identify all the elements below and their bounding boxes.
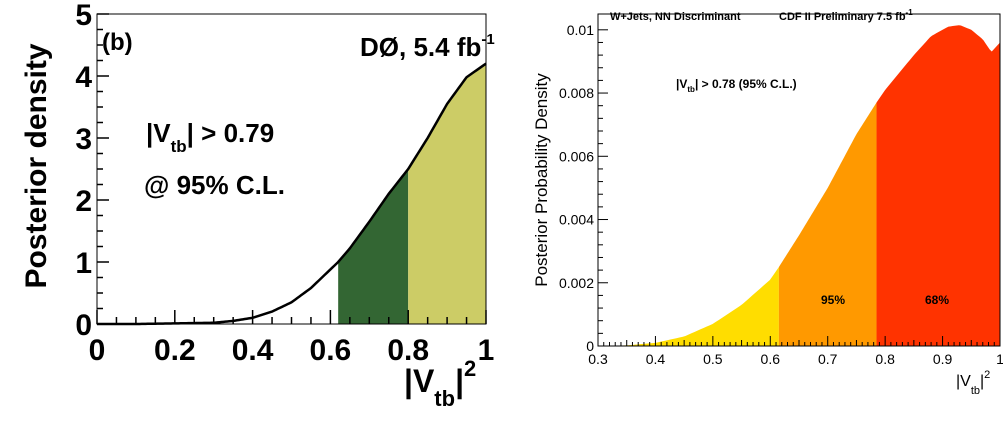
right-x-tick-label: 0.6: [761, 351, 781, 367]
right-band-1: [778, 102, 877, 346]
left-x-tick-label: 0.2: [154, 334, 196, 367]
left-credible-bands: [338, 63, 486, 324]
right-band-2: [876, 25, 1000, 346]
band-label-68: 68%: [925, 293, 949, 307]
band-label-95: 95%: [821, 293, 845, 307]
right-credible-bands: [598, 25, 1000, 346]
left-y-tick-labels: 0 1 2 3 4 5: [75, 0, 92, 342]
right-limit-label: |Vtb| > 0.78 (95% C.L.): [676, 77, 797, 94]
right-x-tick-label: 0.7: [818, 351, 838, 367]
right-x-tick-labels: 0.3 0.4 0.5 0.6 0.7 0.8 0.9 1: [588, 351, 1003, 367]
right-x-tick-label: 0.5: [703, 351, 723, 367]
left-y-tick-label: 3: [75, 123, 92, 156]
left-x-axis-label: |Vtb|2: [404, 356, 476, 411]
left-x-tick-label: 0.8: [387, 334, 429, 367]
right-title-left: W+Jets, NN Discriminant: [610, 11, 741, 23]
left-x-tick-label: 1: [478, 334, 495, 367]
left-y-axis-label: Posterior density: [20, 43, 53, 288]
left-y-tick-label: 0: [75, 309, 92, 342]
left-limit-line1: |Vtb| > 0.79: [146, 118, 274, 156]
right-y-tick-label: 0.008: [559, 85, 594, 101]
left-limit-line2: @ 95% C.L.: [144, 170, 285, 200]
right-x-tick-label: 0.8: [875, 351, 895, 367]
left-experiment-label: DØ, 5.4 fb-1: [360, 31, 495, 62]
right-x-tick-label: 0.4: [646, 351, 666, 367]
left-y-tick-label: 4: [75, 61, 92, 94]
right-y-axis-label: Posterior Probability Density: [532, 73, 551, 287]
right-y-tick-label: 0.004: [559, 212, 594, 228]
right-y-tick-label: 0.006: [559, 148, 594, 164]
left-y-tick-label: 5: [75, 0, 92, 32]
right-x-tick-label: 0.3: [588, 351, 608, 367]
left-axis-ticks: [96, 13, 487, 325]
right-chart-panel: 0.3 0.4 0.5 0.6 0.7 0.8 0.9 1 00.0020.0040.0060…: [532, 8, 1003, 397]
right-title-right: CDF II Preliminary 7.5 fb-1: [779, 8, 913, 23]
left-panel-label: (b): [102, 29, 133, 56]
left-x-tick-labels: 0 0.2 0.4 0.6 0.8 1: [89, 334, 495, 367]
left-chart-panel: 0 0.2 0.4 0.6 0.8 1 0 1 2 3 4 5 (b) DØ, 5.4 fb-1 |…: [20, 0, 495, 411]
right-band-0: [598, 266, 779, 346]
right-x-axis-label: |Vtb|2: [956, 369, 990, 397]
right-x-tick-label: 1: [996, 351, 1003, 367]
right-x-tick-label: 0.9: [933, 351, 953, 367]
left-band-0: [338, 169, 409, 324]
left-y-tick-label: 1: [75, 247, 92, 280]
left-y-tick-label: 2: [75, 185, 92, 218]
left-x-tick-label: 0.4: [232, 334, 274, 367]
right-y-tick-label: 0.01: [567, 22, 594, 38]
left-band-1: [408, 63, 486, 324]
right-y-tick-label: 0.002: [559, 275, 594, 291]
right-axis-ticks: [597, 29, 1001, 347]
right-y-tick-labels: 0 0.002 0.004 0.006 0.008 0.01: [559, 22, 594, 354]
left-x-tick-label: 0.6: [310, 334, 352, 367]
right-y-tick-label: 0: [586, 338, 594, 354]
left-x-tick-label: 0: [89, 334, 106, 367]
